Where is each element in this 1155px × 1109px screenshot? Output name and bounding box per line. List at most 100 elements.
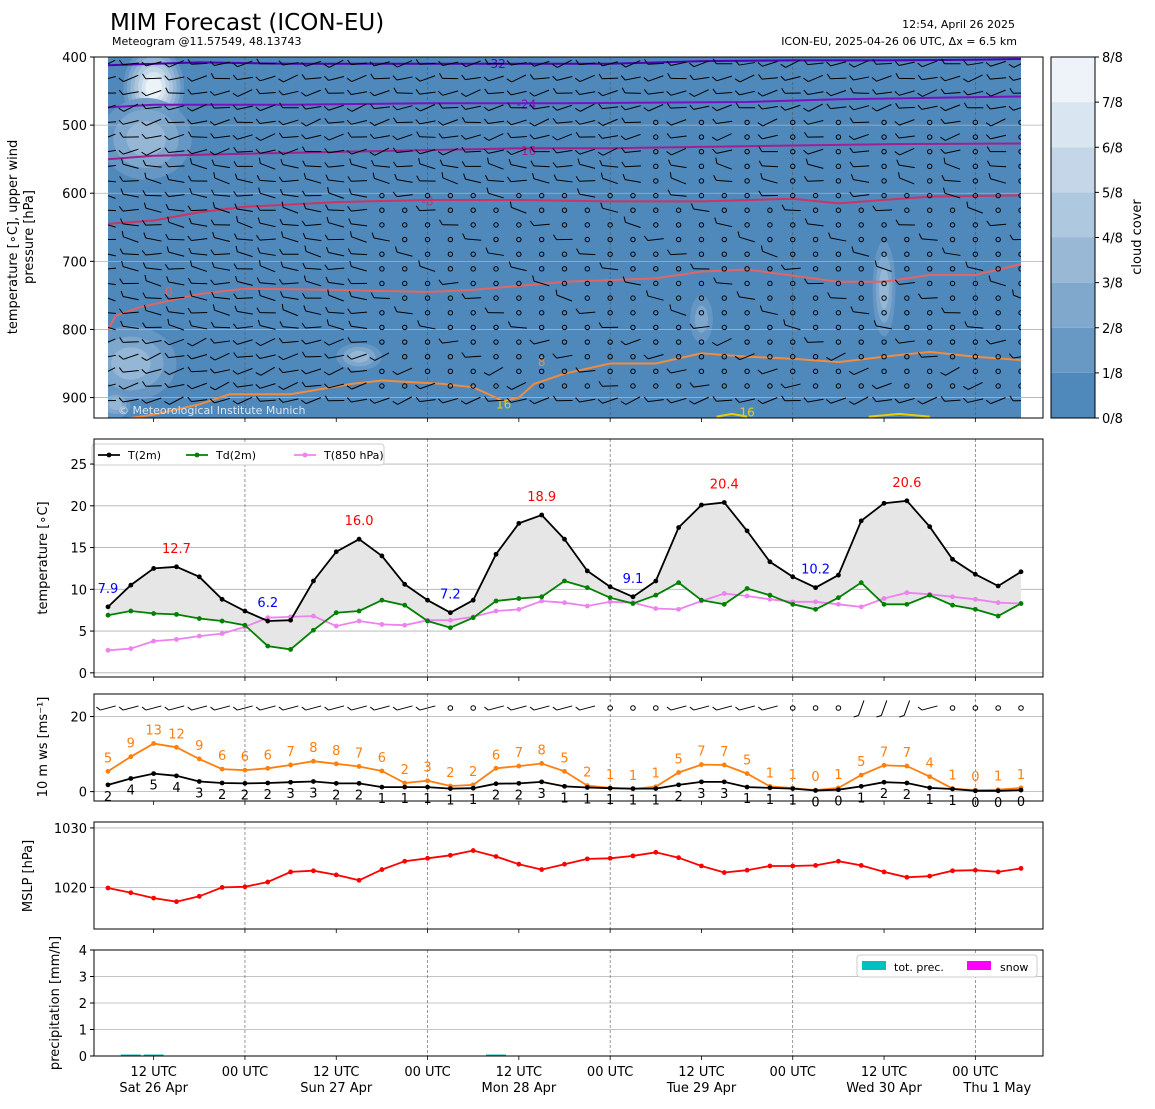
mean-wind-label: 1 [378, 792, 386, 807]
y-tick-label: 20 [70, 500, 87, 515]
wind-barb [142, 702, 161, 711]
data-point [197, 779, 202, 784]
data-point [653, 850, 658, 855]
wind-barb [325, 702, 344, 711]
y-tick-label: 1020 [54, 881, 87, 896]
data-point [768, 593, 773, 598]
barb-shaft [625, 122, 641, 123]
data-point [813, 788, 818, 793]
barb-flag [347, 706, 351, 711]
data-point [882, 870, 887, 875]
data-point [836, 573, 841, 578]
barb-flag [142, 706, 146, 711]
colorbar-tick-label: 7/8 [1102, 96, 1123, 111]
model-run: ICON-EU, 2025-04-26 06 UTC, Δx = 6.5 km [781, 35, 1017, 48]
data-point [585, 604, 590, 609]
y-tick-label: 0 [79, 786, 87, 801]
data-point [653, 606, 658, 611]
y-tick-label: 800 [62, 323, 87, 338]
y-tick-label: 500 [62, 119, 87, 134]
barb-shaft [420, 137, 436, 138]
isotherm-label: -8 [422, 194, 434, 208]
max-temp-label: 18.9 [527, 490, 556, 505]
data-point [859, 863, 864, 868]
data-point [516, 596, 521, 601]
gust-label: 2 [469, 765, 477, 780]
gust-label: 6 [241, 750, 249, 765]
barb-shaft [881, 700, 886, 715]
y-tick-label: 25 [70, 458, 87, 473]
barb-flag [899, 714, 904, 718]
barb-shaft [557, 706, 572, 710]
data-point [882, 501, 887, 506]
data-point [448, 625, 453, 630]
colorbar-tick-label: 8/8 [1102, 51, 1123, 66]
data-point [882, 596, 887, 601]
barb-shaft [168, 93, 184, 94]
barb-shaft [146, 225, 162, 226]
barb-shaft [214, 706, 229, 710]
barb-shaft [625, 93, 641, 94]
wind-barb [96, 702, 115, 711]
data-point [813, 585, 818, 590]
barb-shaft [579, 181, 595, 182]
min-temp-label: 7.9 [98, 582, 119, 597]
wind-barb [165, 702, 184, 711]
isotherm-label: 16 [496, 397, 511, 411]
data-point [311, 759, 316, 764]
barb-flag [233, 706, 237, 711]
data-point [790, 786, 795, 791]
wind-barb [279, 702, 298, 711]
data-point [265, 880, 270, 885]
data-point [608, 584, 613, 589]
data-point [768, 559, 773, 564]
gust-label: 5 [674, 752, 682, 767]
data-point [699, 503, 704, 508]
x-day-label: Mon 28 Apr [481, 1081, 556, 1096]
max-temp-label: 20.6 [892, 476, 921, 491]
data-point [380, 622, 385, 627]
data-point [220, 631, 225, 636]
y-tick-label: 700 [62, 255, 87, 270]
barb-shaft [397, 93, 413, 94]
data-point [859, 784, 864, 789]
data-point [745, 785, 750, 790]
data-point [265, 619, 270, 624]
mean-wind-label: 3 [309, 786, 317, 801]
gust-label: 0 [971, 770, 979, 785]
data-point [174, 899, 179, 904]
barb-shaft [146, 78, 162, 79]
barb-shaft [717, 706, 732, 710]
barb-flag [918, 706, 922, 711]
barb-shaft [762, 706, 777, 710]
data-point [859, 773, 864, 778]
gust-label: 5 [560, 751, 568, 766]
mean-wind-label: 2 [880, 787, 888, 802]
legend-marker [107, 453, 112, 458]
data-point [288, 618, 293, 623]
x-tick-label: 12 UTC [130, 1065, 176, 1080]
barb-flag [188, 706, 192, 711]
wind-barb [347, 702, 366, 711]
gust-label: 7 [880, 745, 888, 760]
data-point [174, 612, 179, 617]
data-point [813, 607, 818, 612]
data-point [151, 771, 156, 776]
data-point [882, 780, 887, 785]
wind-barb [484, 702, 503, 711]
data-point [243, 768, 248, 773]
data-point [927, 785, 932, 790]
barb-flag [484, 706, 488, 711]
barb-flag [854, 714, 859, 718]
y-tick-label: 0 [79, 1050, 87, 1065]
gust-label: 6 [218, 749, 226, 764]
data-point [380, 867, 385, 872]
data-point [288, 780, 293, 785]
gust-label: 7 [720, 745, 728, 760]
data-point [494, 552, 499, 557]
data-point [471, 848, 476, 853]
data-point [265, 644, 270, 649]
barb-shaft [922, 706, 937, 710]
